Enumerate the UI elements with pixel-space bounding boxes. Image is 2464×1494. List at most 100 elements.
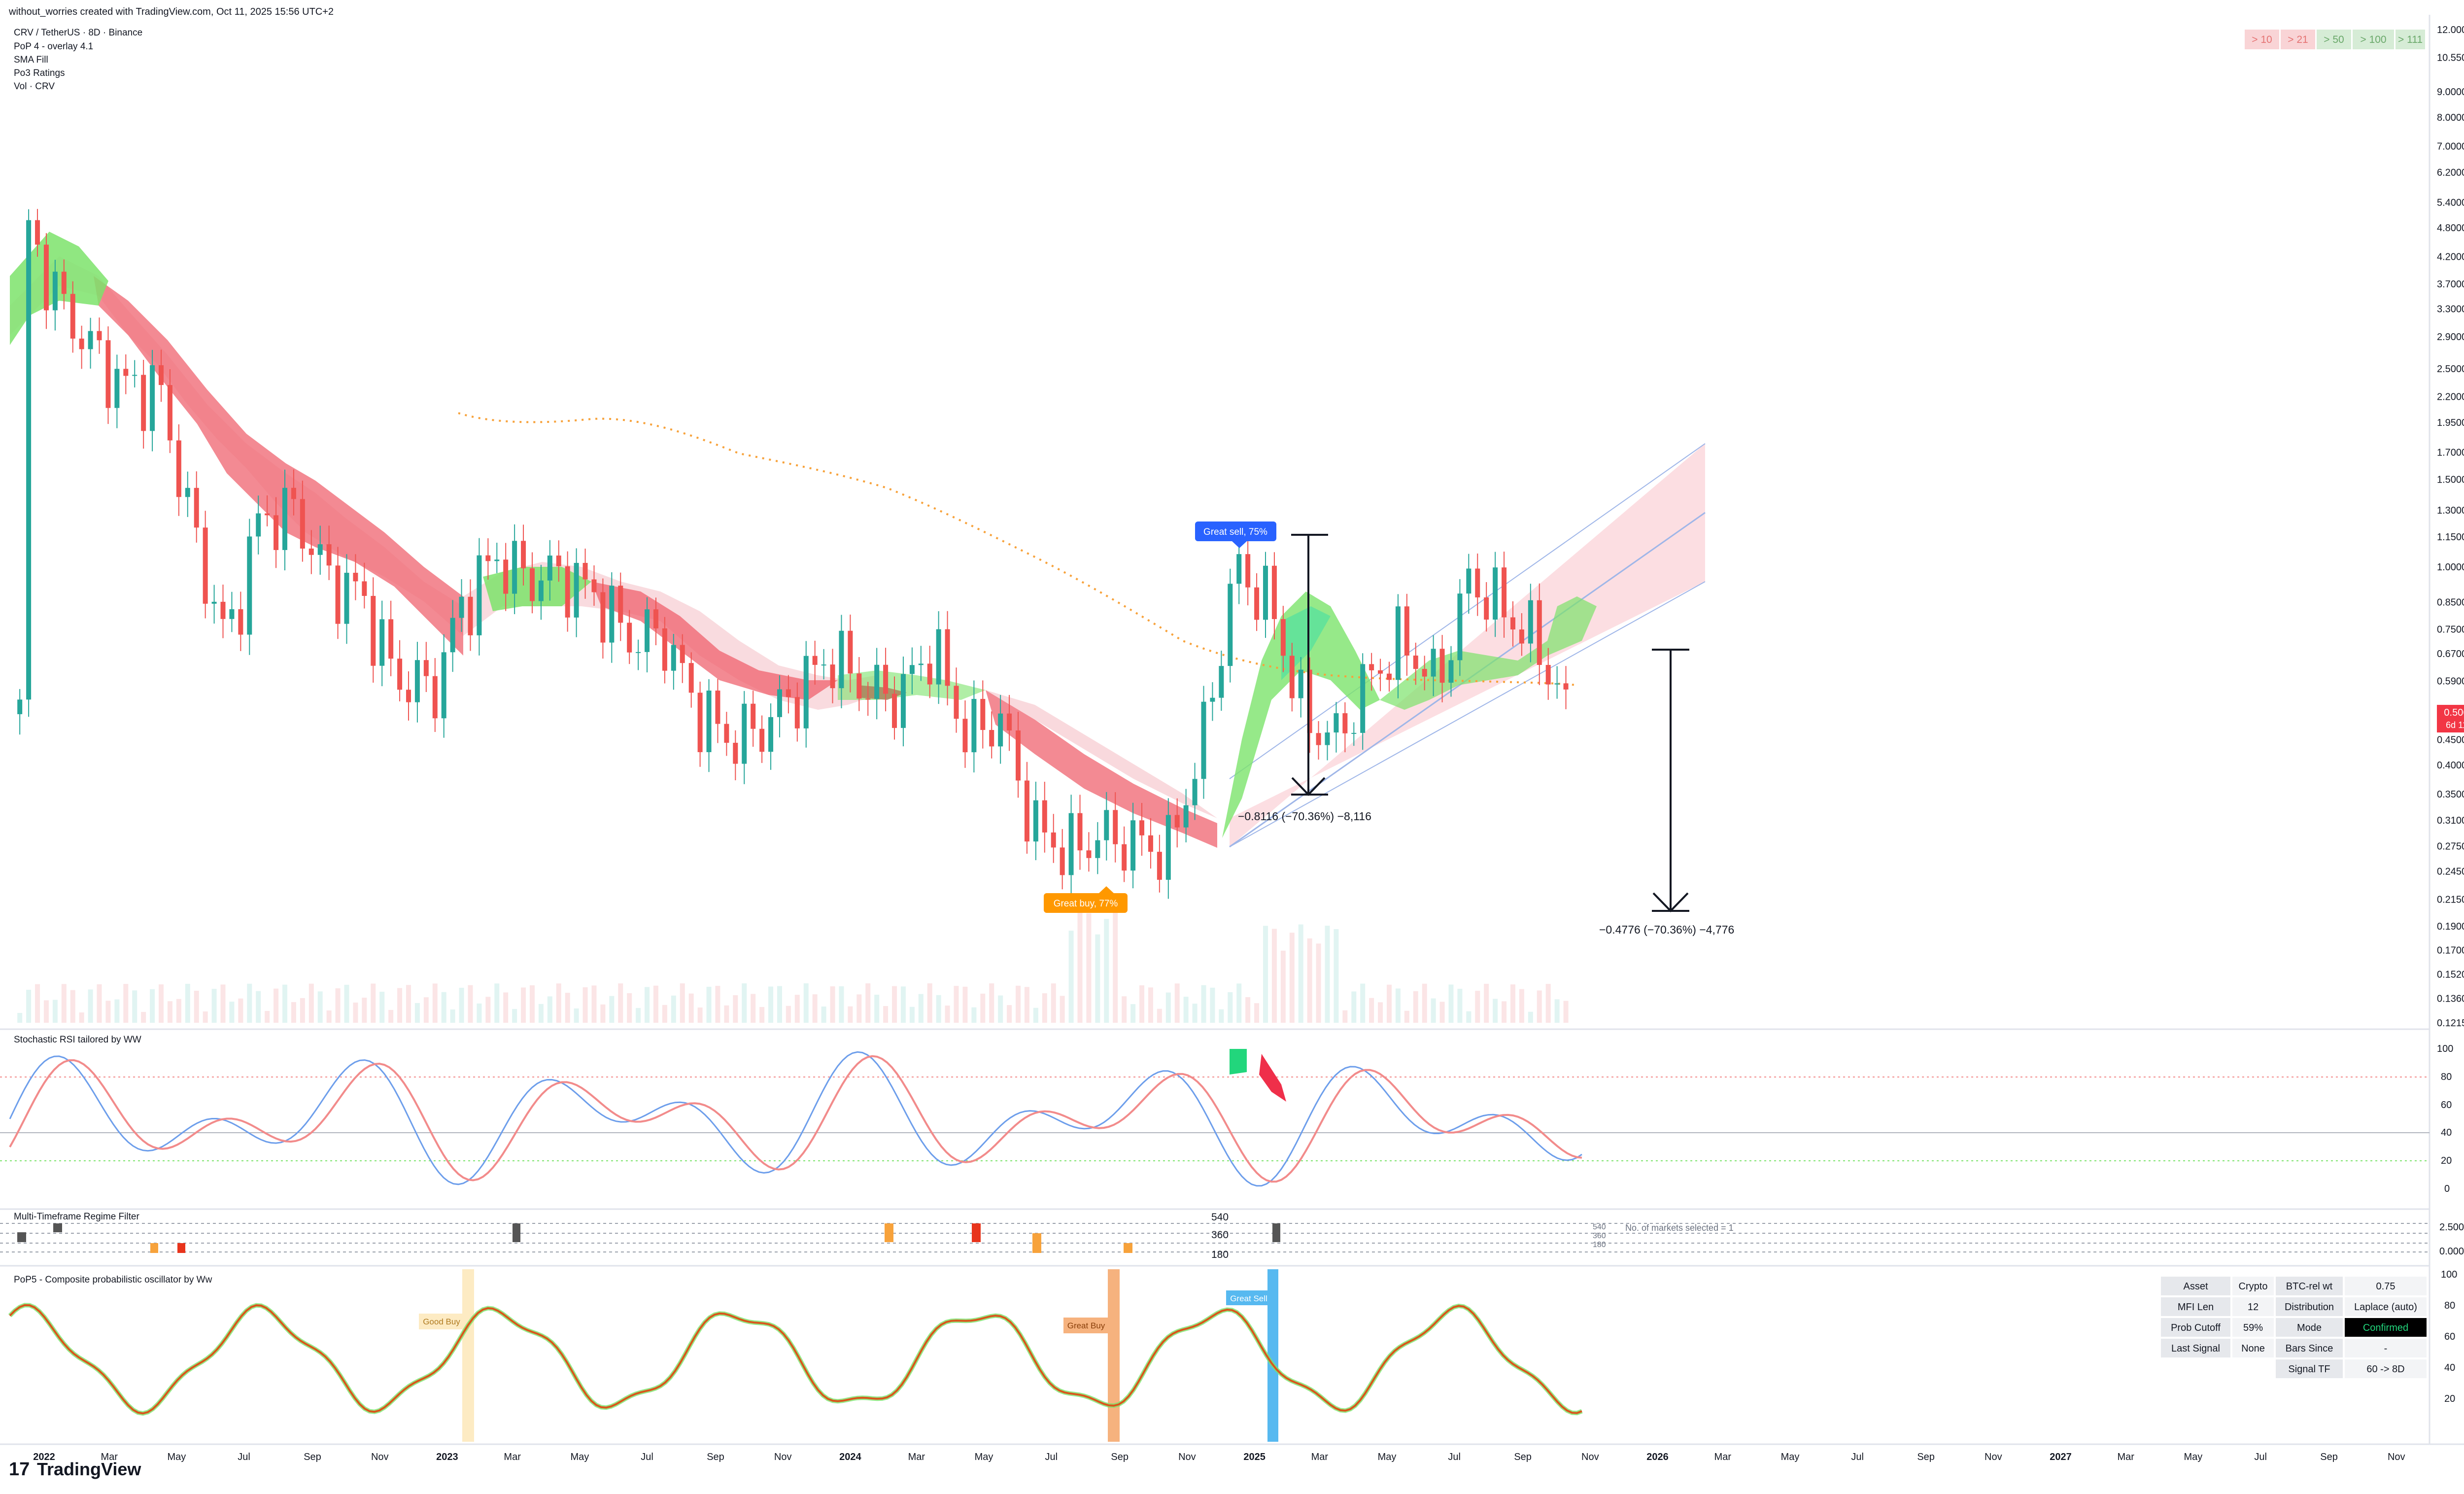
candle-body xyxy=(88,331,93,349)
volume-bar xyxy=(1554,999,1560,1023)
volume-bar xyxy=(371,983,376,1023)
candle-body xyxy=(671,645,676,671)
candle-body xyxy=(176,440,181,497)
mtf-level: 540 xyxy=(1211,1212,1229,1223)
stoch-tick: 80 xyxy=(2441,1072,2452,1082)
volume-bar xyxy=(150,989,155,1023)
candle-body xyxy=(335,565,341,624)
volume-bar xyxy=(1236,983,1242,1023)
volume-bar xyxy=(591,985,597,1023)
volume-bar xyxy=(203,1011,208,1023)
volume-bar xyxy=(636,1008,641,1023)
candle-body xyxy=(379,619,385,666)
volume-bar xyxy=(247,983,252,1023)
time-axis[interactable]: 2022 Mar May Jul Sep Nov 2023 Mar May Jul Sep Nov 20… xyxy=(33,1452,2405,1462)
mtf-right-level: 180 xyxy=(1593,1241,1606,1249)
pop5-table-text: Bars Since xyxy=(2286,1343,2333,1354)
volume-bar xyxy=(821,1006,826,1023)
volume-bar xyxy=(803,983,809,1023)
current-countdown: 6d 11h xyxy=(2446,720,2464,730)
pop5-table-text: 12 xyxy=(2248,1302,2259,1313)
stoch-tick: 60 xyxy=(2441,1100,2452,1111)
candle-body xyxy=(123,369,129,376)
candle-body xyxy=(1448,660,1454,683)
volume-bar xyxy=(353,1003,358,1023)
price-tick: 4.2000 xyxy=(2437,252,2464,263)
volume-bar xyxy=(980,993,986,1023)
channel-upper-band xyxy=(1230,444,1705,847)
volume-bar xyxy=(220,984,226,1023)
long-sma-line xyxy=(458,412,1577,686)
volume-bar xyxy=(1263,926,1268,1023)
volume-bar xyxy=(477,1003,482,1023)
candle-body xyxy=(954,686,959,719)
volume-bar xyxy=(123,984,129,1023)
pop5-pane: PoP5 - Composite probabilistic oscillato… xyxy=(8,1269,2457,1442)
price-tick: 2.2000 xyxy=(2437,391,2464,402)
pop5-title: PoP5 - Composite probabilistic oscillato… xyxy=(14,1275,212,1285)
pop5-table-cell xyxy=(2232,1277,2274,1295)
volume-bar xyxy=(1051,983,1056,1023)
volume-bar xyxy=(229,1002,235,1023)
candle-body xyxy=(1475,568,1480,598)
candle-body xyxy=(1236,554,1242,584)
pop5-table-cell xyxy=(2276,1277,2343,1295)
pop5-table-cell xyxy=(2161,1277,2230,1295)
candle-body xyxy=(1431,649,1436,677)
candle-body xyxy=(777,689,782,717)
candle-body xyxy=(35,220,40,245)
volume-bar xyxy=(1122,996,1127,1023)
candle-body xyxy=(459,596,464,618)
volume-bar xyxy=(362,998,367,1023)
mtf-right-level: 540 xyxy=(1593,1223,1606,1231)
volume-bar xyxy=(989,983,994,1023)
volume-bar xyxy=(856,994,862,1023)
candle-body xyxy=(326,544,332,566)
candle-body xyxy=(1007,713,1012,730)
candle-body xyxy=(786,689,791,697)
candle-body xyxy=(821,664,826,666)
time-tick: Sep xyxy=(1514,1452,1532,1462)
candle-body xyxy=(1016,730,1021,781)
symbol-title: CRV / TetherUS · 8D · Binance xyxy=(14,28,142,38)
volume-bar xyxy=(1413,991,1418,1023)
pop5-tick: 40 xyxy=(2444,1362,2455,1373)
volume-bar xyxy=(618,983,623,1023)
pop5-table-cell xyxy=(2345,1339,2427,1357)
volume-bar xyxy=(609,996,615,1023)
candle-body xyxy=(1545,664,1551,685)
volume-bar xyxy=(1404,1010,1409,1023)
rating-box xyxy=(2281,30,2315,49)
pop5-table-text: Asset xyxy=(2183,1281,2208,1292)
time-tick: Sep xyxy=(2320,1452,2338,1462)
price-tick: 1.9500 xyxy=(2437,417,2464,428)
volume-bar xyxy=(547,996,552,1023)
time-tick: May xyxy=(1781,1452,1800,1462)
candle-body xyxy=(1024,780,1029,842)
candle-body xyxy=(1051,832,1056,848)
measure-arrow-1: −0.8116 (−70.36%) −8,116 xyxy=(1238,534,1371,823)
pop5-table-text: Laplace (auto) xyxy=(2354,1302,2417,1313)
pop5-table-text: None xyxy=(2241,1343,2265,1354)
volume-bar xyxy=(1493,999,1498,1023)
time-tick: Nov xyxy=(1178,1452,1196,1462)
candle-body xyxy=(220,601,226,619)
candle-body xyxy=(203,527,208,604)
candle-body xyxy=(892,694,897,728)
candle-body xyxy=(1201,701,1206,779)
volume-bar xyxy=(423,997,429,1023)
candle-body xyxy=(794,697,800,729)
volume-bar xyxy=(751,994,756,1023)
rating-box xyxy=(2317,30,2351,49)
time-tick: Nov xyxy=(2388,1452,2405,1462)
good-buy-label: Good Buy xyxy=(423,1317,460,1326)
candle-body xyxy=(1263,565,1268,620)
volume-bar xyxy=(768,986,774,1023)
volume-bar xyxy=(1563,1001,1569,1023)
